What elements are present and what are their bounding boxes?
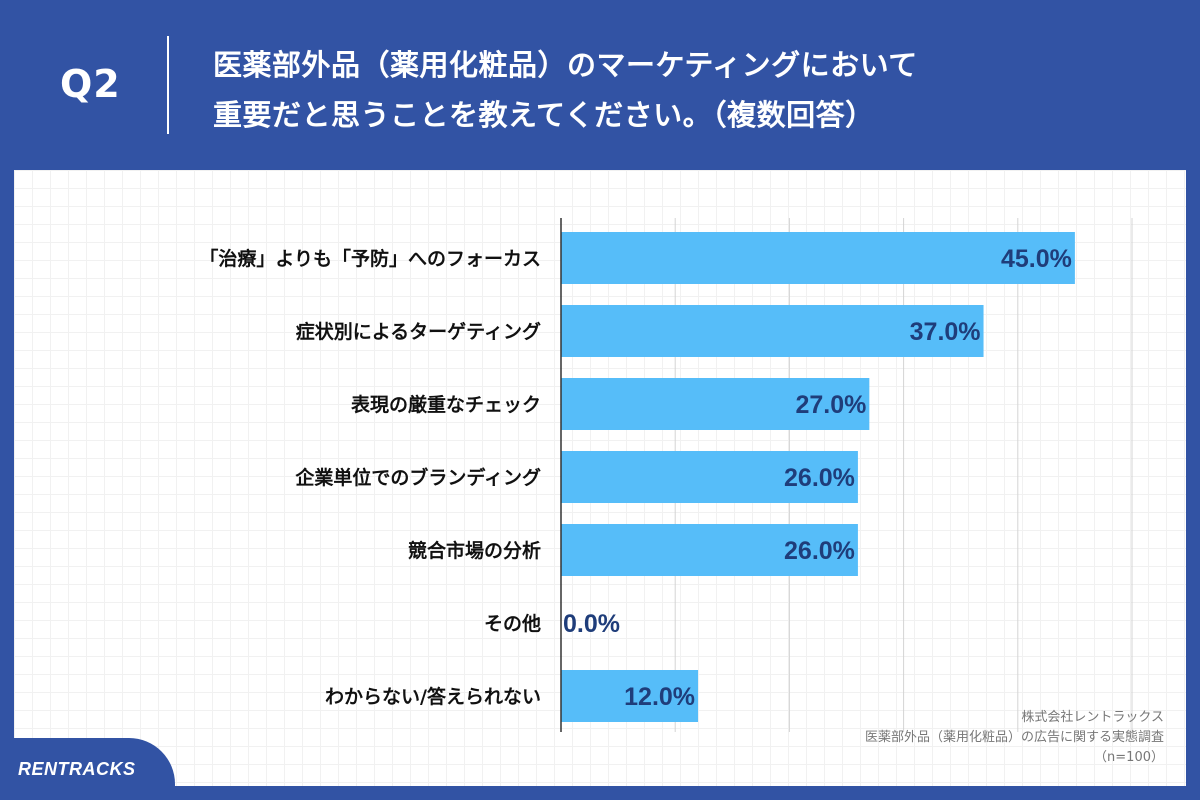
value-label: 26.0% <box>784 537 855 565</box>
category-label: その他 <box>484 612 541 635</box>
header-divider <box>167 36 169 134</box>
category-label: 競合市場の分析 <box>408 539 541 562</box>
value-label: 12.0% <box>624 683 695 711</box>
value-label: 26.0% <box>784 464 855 492</box>
category-label: 表現の厳重なチェック <box>351 393 541 416</box>
header-band: Q2 医薬部外品（薬用化粧品）のマーケティングにおいて 重要だと思うことを教えて… <box>0 0 1200 168</box>
bar <box>561 232 1075 284</box>
logo-tab: RENTRACKS <box>0 738 175 800</box>
category-label: 企業単位でのブランディング <box>294 466 541 489</box>
category-label: 症状別によるターゲティング <box>296 320 541 343</box>
source-note: 株式会社レントラックス 医薬部外品（薬用化粧品）の広告に関する実態調査 （n=1… <box>865 708 1164 768</box>
source-sample: （n=100） <box>1094 750 1164 765</box>
question-number: Q2 <box>60 62 121 106</box>
value-label: 37.0% <box>910 318 981 346</box>
bar <box>561 451 858 503</box>
source-company: 株式会社レントラックス <box>1021 710 1164 725</box>
question-line-1: 医薬部外品（薬用化粧品）のマーケティングにおいて <box>213 48 918 82</box>
bar <box>561 305 984 357</box>
question-text: 医薬部外品（薬用化粧品）のマーケティングにおいて 重要だと思うことを教えてくださ… <box>213 40 918 140</box>
value-label: 0.0% <box>563 610 620 638</box>
bar <box>561 524 858 576</box>
bar <box>561 670 699 722</box>
category-label: 「治療」よりも「予防」へのフォーカス <box>199 247 541 270</box>
value-label: 27.0% <box>795 391 866 419</box>
question-line-2: 重要だと思うことを教えてください。（複数回答） <box>213 98 875 132</box>
bar <box>561 378 870 430</box>
category-label: わからない/答えられない <box>325 685 541 708</box>
rentracks-logo: RENTRACKS <box>18 759 136 779</box>
value-label: 45.0% <box>1001 245 1072 273</box>
source-survey: 医薬部外品（薬用化粧品）の広告に関する実態調査 <box>864 730 1164 745</box>
